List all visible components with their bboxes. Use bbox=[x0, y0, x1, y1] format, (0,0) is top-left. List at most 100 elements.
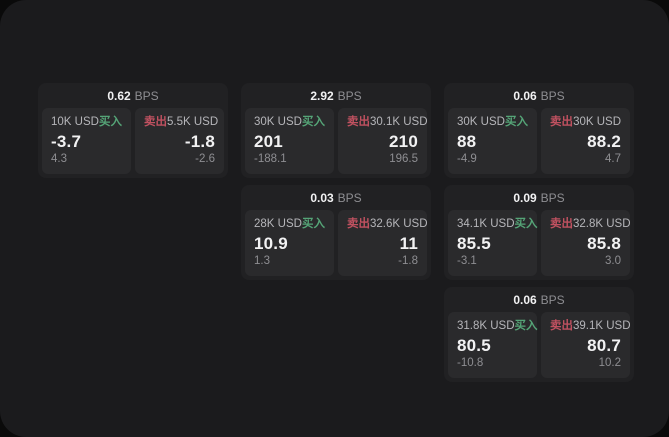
buy-tile-header: 28K USD 买入 bbox=[254, 218, 325, 231]
buy-label: 买入 bbox=[514, 218, 538, 230]
buy-notional: 30K USD bbox=[254, 116, 302, 128]
sell-tile[interactable]: 卖出 5.5K USD -1.8 -2.6 bbox=[135, 108, 224, 174]
sell-label: 卖出 bbox=[347, 116, 370, 128]
bps-unit-label: BPS bbox=[540, 293, 565, 307]
buy-delta: -188.1 bbox=[254, 153, 287, 165]
quote-card: 2.92 BPS 30K USD 买入 201 -188.1 卖出 30.1K U… bbox=[241, 83, 431, 178]
buy-label: 买入 bbox=[302, 116, 325, 128]
buy-delta: 1.3 bbox=[254, 255, 270, 267]
sell-tile[interactable]: 卖出 30K USD 88.2 4.7 bbox=[541, 108, 630, 174]
quote-card: 0.09 BPS 34.1K USD 买入 85.5 -3.1 卖出 32.8K … bbox=[444, 185, 634, 280]
tile-row: 34.1K USD 买入 85.5 -3.1 卖出 32.8K USD 85.8… bbox=[448, 210, 631, 276]
sell-delta: -1.8 bbox=[398, 255, 418, 267]
sell-notional: 39.1K USD bbox=[573, 320, 631, 332]
buy-tile[interactable]: 10K USD 买入 -3.7 4.3 bbox=[42, 108, 131, 174]
buy-label: 买入 bbox=[514, 320, 538, 332]
buy-delta: -4.9 bbox=[457, 153, 477, 165]
sell-price: 85.8 bbox=[587, 234, 621, 253]
bps-value: 2.92 bbox=[310, 89, 334, 103]
tile-row: 30K USD 买入 88 -4.9 卖出 30K USD 88.2 4.7 bbox=[448, 108, 630, 174]
sell-notional: 30K USD bbox=[573, 116, 621, 128]
sell-label: 卖出 bbox=[144, 116, 167, 128]
sell-label: 卖出 bbox=[550, 116, 573, 128]
buy-tile-header: 30K USD 买入 bbox=[457, 116, 528, 129]
buy-tile-header: 31.8K USD 买入 bbox=[457, 320, 538, 333]
sell-tile-header: 卖出 39.1K USD bbox=[550, 320, 631, 333]
buy-tile[interactable]: 31.8K USD 买入 80.5 -10.8 bbox=[448, 312, 538, 378]
sell-tile[interactable]: 卖出 32.8K USD 85.8 3.0 bbox=[541, 210, 631, 276]
sell-notional: 32.6K USD bbox=[370, 218, 428, 230]
sell-tile-header: 卖出 30K USD bbox=[550, 116, 621, 129]
buy-label: 买入 bbox=[505, 116, 528, 128]
sell-delta: -2.6 bbox=[195, 153, 215, 165]
quote-card: 0.62 BPS 10K USD 买入 -3.7 4.3 卖出 5.5K USD … bbox=[38, 83, 228, 178]
tile-row: 10K USD 买入 -3.7 4.3 卖出 5.5K USD -1.8 -2.… bbox=[42, 108, 224, 174]
buy-notional: 30K USD bbox=[457, 116, 505, 128]
buy-tile[interactable]: 28K USD 买入 10.9 1.3 bbox=[245, 210, 334, 276]
buy-price: 88 bbox=[457, 132, 477, 151]
sell-tile[interactable]: 卖出 30.1K USD 210 196.5 bbox=[338, 108, 428, 174]
sell-notional: 32.8K USD bbox=[573, 218, 631, 230]
buy-label: 买入 bbox=[302, 218, 325, 230]
card-header: 0.06 BPS bbox=[448, 87, 630, 106]
buy-delta: 4.3 bbox=[51, 153, 67, 165]
buy-tile-header: 34.1K USD 买入 bbox=[457, 218, 538, 231]
sell-price: 210 bbox=[389, 132, 418, 151]
bps-unit-label: BPS bbox=[540, 89, 565, 103]
sell-notional: 30.1K USD bbox=[370, 116, 428, 128]
card-header: 2.92 BPS bbox=[245, 87, 427, 106]
sell-label: 卖出 bbox=[550, 218, 573, 230]
buy-price: 80.5 bbox=[457, 336, 491, 355]
bps-value: 0.62 bbox=[107, 89, 131, 103]
bps-value: 0.03 bbox=[310, 191, 334, 205]
tile-row: 30K USD 买入 201 -188.1 卖出 30.1K USD 210 1… bbox=[245, 108, 428, 174]
buy-tile-header: 30K USD 买入 bbox=[254, 116, 325, 129]
buy-delta: -3.1 bbox=[457, 255, 477, 267]
buy-notional: 31.8K USD bbox=[457, 320, 515, 332]
bps-unit-label: BPS bbox=[337, 191, 362, 205]
buy-price: 201 bbox=[254, 132, 283, 151]
buy-tile-header: 10K USD 买入 bbox=[51, 116, 122, 129]
buy-price: 10.9 bbox=[254, 234, 288, 253]
sell-tile-header: 卖出 30.1K USD bbox=[347, 116, 428, 129]
bps-value: 0.09 bbox=[513, 191, 537, 205]
buy-tile[interactable]: 30K USD 买入 88 -4.9 bbox=[448, 108, 537, 174]
buy-notional: 34.1K USD bbox=[457, 218, 515, 230]
sell-label: 卖出 bbox=[347, 218, 370, 230]
sell-notional: 5.5K USD bbox=[167, 116, 219, 128]
sell-delta: 10.2 bbox=[598, 357, 621, 369]
card-header: 0.03 BPS bbox=[245, 189, 427, 208]
buy-notional: 28K USD bbox=[254, 218, 302, 230]
sell-price: 11 bbox=[399, 234, 418, 253]
card-header: 0.62 BPS bbox=[42, 87, 224, 106]
quote-grid: 0.62 BPS 10K USD 买入 -3.7 4.3 卖出 5.5K USD … bbox=[38, 83, 634, 382]
buy-delta: -10.8 bbox=[457, 357, 484, 369]
buy-price: -3.7 bbox=[51, 132, 82, 151]
sell-tile-header: 卖出 32.8K USD bbox=[550, 218, 631, 231]
buy-tile[interactable]: 30K USD 买入 201 -188.1 bbox=[245, 108, 334, 174]
sell-delta: 196.5 bbox=[389, 153, 418, 165]
tile-row: 31.8K USD 买入 80.5 -10.8 卖出 39.1K USD 80.… bbox=[448, 312, 631, 378]
bps-value: 0.06 bbox=[513, 89, 537, 103]
sell-price: 80.7 bbox=[587, 336, 621, 355]
quote-card: 0.06 BPS 30K USD 买入 88 -4.9 卖出 30K USD 88… bbox=[444, 83, 634, 178]
sell-tile[interactable]: 卖出 32.6K USD 11 -1.8 bbox=[338, 210, 428, 276]
sell-delta: 3.0 bbox=[605, 255, 621, 267]
buy-tile[interactable]: 34.1K USD 买入 85.5 -3.1 bbox=[448, 210, 538, 276]
buy-notional: 10K USD bbox=[51, 116, 99, 128]
sell-tile[interactable]: 卖出 39.1K USD 80.7 10.2 bbox=[541, 312, 631, 378]
bps-unit-label: BPS bbox=[540, 191, 565, 205]
sell-tile-header: 卖出 5.5K USD bbox=[144, 116, 219, 129]
bps-value: 0.06 bbox=[513, 293, 537, 307]
tile-row: 28K USD 买入 10.9 1.3 卖出 32.6K USD 11 -1.8 bbox=[245, 210, 428, 276]
sell-label: 卖出 bbox=[550, 320, 573, 332]
sell-price: 88.2 bbox=[587, 132, 621, 151]
card-header: 0.09 BPS bbox=[448, 189, 630, 208]
quote-card: 0.06 BPS 31.8K USD 买入 80.5 -10.8 卖出 39.1K… bbox=[444, 287, 634, 382]
buy-label: 买入 bbox=[99, 116, 122, 128]
sell-delta: 4.7 bbox=[605, 153, 621, 165]
bps-unit-label: BPS bbox=[337, 89, 362, 103]
bps-unit-label: BPS bbox=[134, 89, 159, 103]
sell-tile-header: 卖出 32.6K USD bbox=[347, 218, 428, 231]
